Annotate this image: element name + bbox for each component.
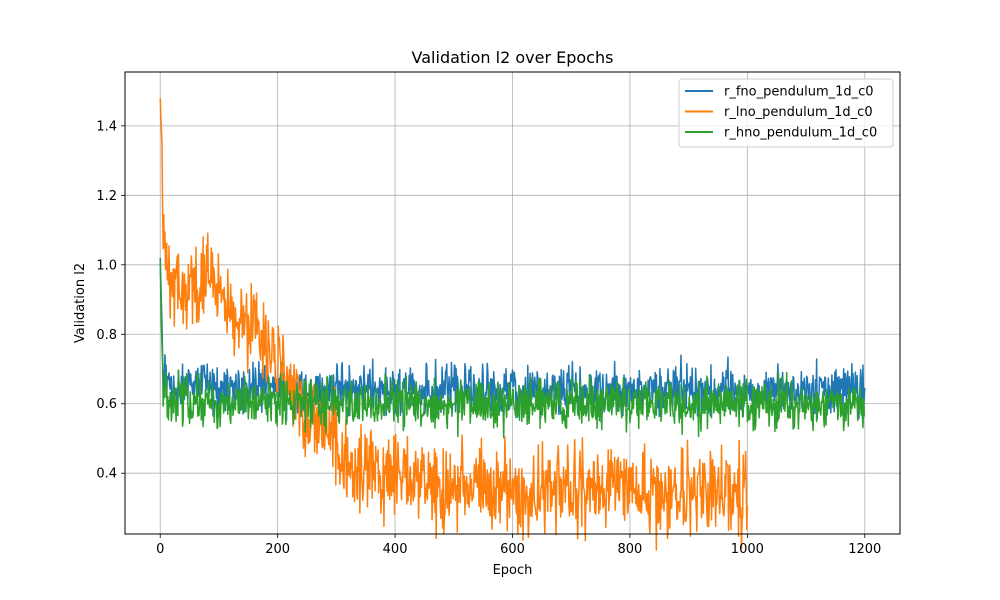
x-tick-label: 800	[618, 542, 643, 557]
series-line-r_lno_pendulum_1d_c0	[159, 98, 749, 551]
x-axis-label: Epoch	[493, 563, 533, 578]
x-tick-label: 1000	[731, 542, 764, 557]
legend-label: r_hno_pendulum_1d_c0	[724, 126, 877, 141]
series-line-r_hno_pendulum_1d_c0	[159, 261, 865, 439]
series-layer	[159, 98, 866, 551]
y-tick-label: 1.2	[96, 189, 117, 204]
y-tick-label: 0.6	[96, 397, 117, 412]
y-axis-label: Validation l2	[73, 263, 88, 343]
legend-box	[678, 78, 894, 148]
y-tick-label: 1.0	[96, 258, 117, 273]
y-tick-label: 1.4	[96, 119, 117, 134]
x-tick-label: 400	[383, 542, 408, 557]
chart-title: Validation l2 over Epochs	[412, 48, 614, 67]
x-tick-label: 0	[156, 542, 164, 557]
legend-label: r_lno_pendulum_1d_c0	[724, 105, 873, 120]
y-tick-label: 0.8	[96, 328, 117, 343]
y-tick-label: 0.4	[96, 467, 117, 482]
legend-label: r_fno_pendulum_1d_c0	[724, 85, 874, 100]
legend: r_fno_pendulum_1d_c0 r_lno_pendulum_1d_c0…	[678, 78, 894, 148]
x-tick-label: 200	[265, 542, 290, 557]
x-tick-label: 1200	[848, 542, 881, 557]
tick-layer: 0 200 400 600 800 1000 1200 0.4 0.6 0.8 1.0 1.2 1.4	[96, 119, 881, 557]
x-tick-label: 600	[500, 542, 525, 557]
